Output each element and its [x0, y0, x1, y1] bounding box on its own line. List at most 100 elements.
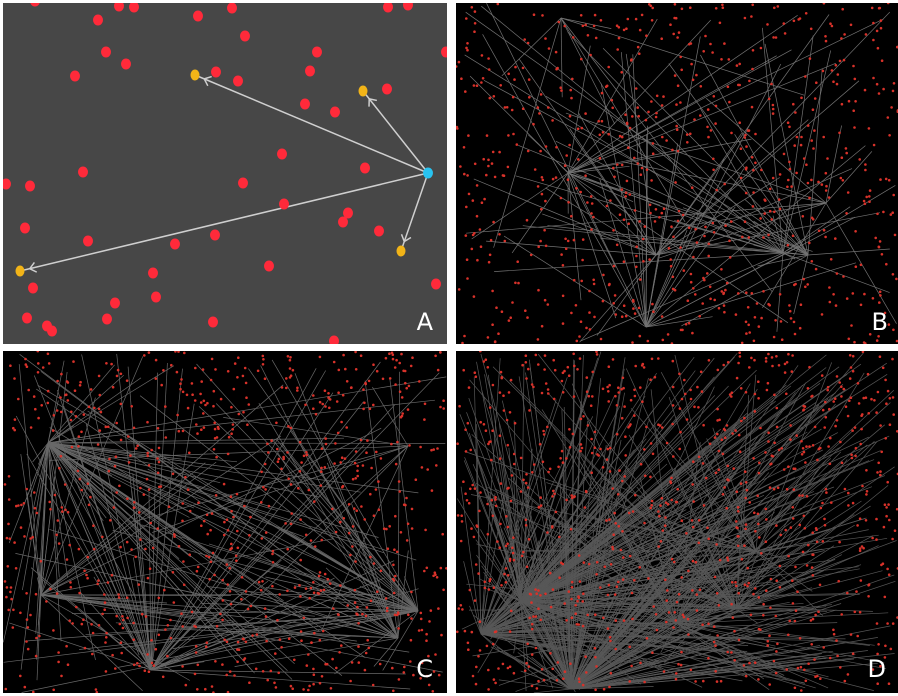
node	[786, 185, 789, 189]
edge	[480, 362, 887, 635]
node	[491, 514, 495, 518]
node	[622, 619, 626, 622]
edge	[616, 525, 677, 624]
edge	[525, 372, 572, 690]
node	[460, 520, 464, 523]
node	[424, 528, 427, 532]
edge	[483, 79, 809, 256]
node	[608, 470, 612, 473]
node	[892, 413, 895, 416]
edge	[570, 677, 711, 690]
node	[796, 666, 800, 670]
node	[718, 558, 722, 562]
node	[236, 660, 239, 664]
node	[392, 591, 396, 595]
edge	[520, 566, 562, 602]
node	[601, 466, 605, 469]
edge	[480, 633, 743, 682]
edge	[40, 594, 231, 596]
edge	[570, 424, 737, 690]
edge	[473, 377, 482, 635]
node	[666, 503, 670, 506]
node	[581, 258, 584, 262]
node	[557, 465, 560, 469]
edge	[782, 50, 832, 254]
node	[657, 357, 660, 360]
edge	[47, 442, 295, 664]
node	[72, 360, 75, 363]
node	[8, 537, 12, 540]
node	[751, 49, 755, 52]
node	[372, 403, 375, 407]
node	[575, 187, 578, 190]
node	[670, 498, 673, 502]
edges	[464, 3, 897, 343]
edge	[567, 172, 582, 301]
edge	[638, 500, 737, 610]
node	[740, 341, 744, 344]
node	[861, 413, 864, 416]
node	[628, 193, 632, 196]
node	[395, 358, 398, 362]
node	[414, 478, 418, 481]
node	[410, 590, 413, 594]
node	[890, 106, 893, 109]
node	[566, 178, 570, 181]
edge	[520, 418, 672, 602]
node	[77, 445, 80, 448]
node	[127, 461, 131, 464]
edge	[675, 622, 776, 647]
node	[115, 421, 118, 425]
edge	[40, 594, 315, 617]
node	[466, 421, 470, 425]
node	[760, 552, 763, 555]
node	[718, 21, 722, 25]
node	[654, 208, 658, 211]
node	[595, 353, 599, 356]
node	[68, 543, 71, 547]
node	[631, 617, 634, 621]
node	[782, 22, 786, 25]
edge	[550, 676, 572, 690]
edge	[570, 604, 708, 690]
node	[599, 447, 602, 451]
node	[227, 3, 237, 14]
node	[190, 382, 194, 385]
node	[445, 567, 447, 570]
node	[823, 426, 826, 429]
node	[762, 602, 765, 606]
node	[581, 238, 585, 241]
edge	[520, 600, 786, 671]
edge	[520, 570, 770, 602]
node	[840, 37, 843, 40]
node	[854, 100, 857, 103]
edge	[460, 486, 482, 635]
node	[631, 115, 634, 118]
node	[366, 638, 370, 642]
node	[186, 488, 190, 491]
node	[775, 524, 778, 527]
edge	[520, 395, 716, 602]
node	[274, 652, 277, 655]
node	[521, 363, 524, 367]
edge	[645, 143, 679, 328]
node	[276, 447, 279, 451]
node	[628, 126, 632, 130]
edge	[518, 144, 784, 254]
node	[759, 217, 762, 220]
node	[177, 351, 180, 353]
node	[145, 477, 149, 481]
edge	[265, 576, 419, 612]
node	[738, 351, 741, 354]
node	[66, 663, 70, 666]
node	[765, 589, 768, 592]
node	[620, 163, 624, 167]
node	[532, 615, 535, 618]
node	[883, 656, 887, 659]
node	[98, 393, 102, 397]
edge	[520, 405, 621, 602]
edge	[513, 539, 677, 624]
node	[703, 278, 706, 282]
node	[130, 548, 133, 551]
node	[364, 614, 368, 618]
